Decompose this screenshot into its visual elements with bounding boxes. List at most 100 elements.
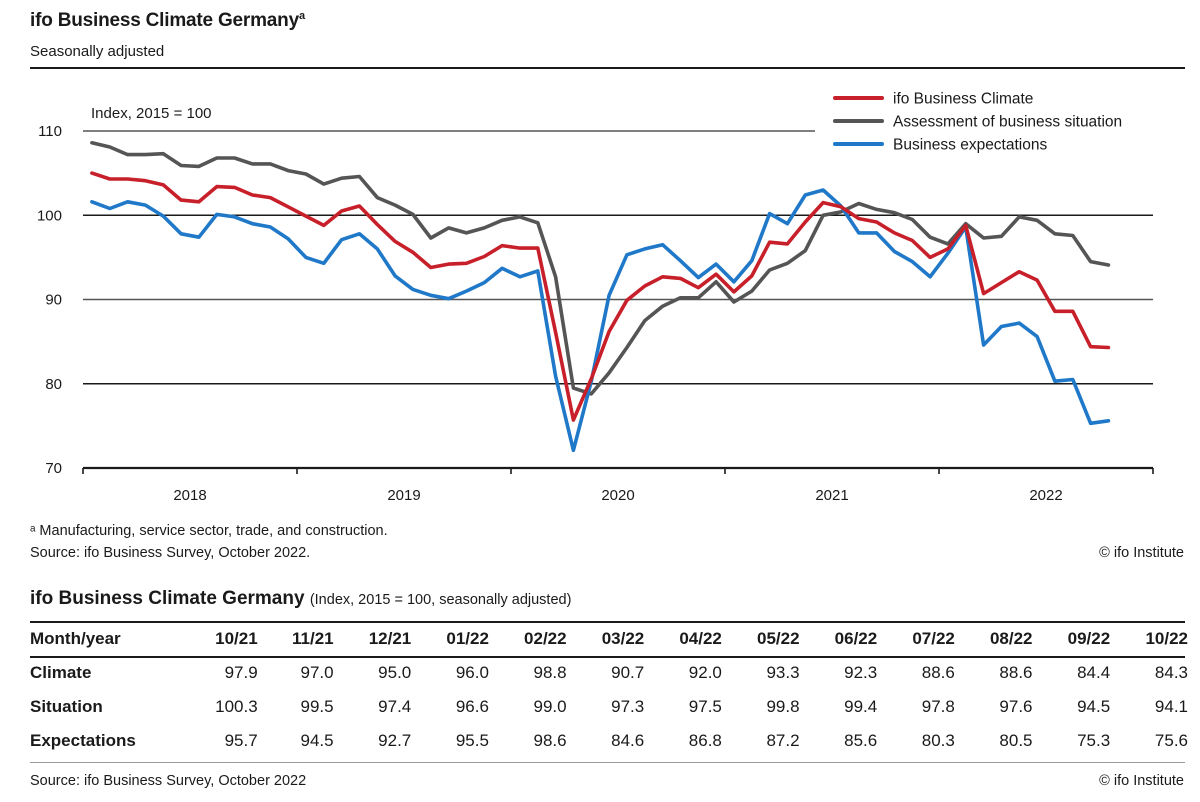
gridlines [83, 130, 1153, 385]
table-cell: 94.1 [1154, 697, 1188, 716]
table-cell: 99.4 [844, 697, 878, 716]
table-title: ifo Business Climate Germany (Index, 201… [30, 588, 571, 610]
row-label: Climate [30, 663, 92, 682]
chart-title-text: ifo Business Climate Germany [30, 10, 299, 31]
x-tick-label: 2020 [601, 487, 634, 504]
table-cell: 84.3 [1154, 663, 1188, 682]
table-cell: 97.5 [688, 697, 722, 716]
table-cell: 94.5 [1077, 697, 1111, 716]
table-header-month: 10/22 [1145, 629, 1188, 648]
table-cell: 75.3 [1077, 731, 1111, 750]
table-cell: 92.3 [844, 663, 878, 682]
table-cell: 96.6 [455, 697, 489, 716]
chart-copyright: © ifo Institute [1099, 545, 1184, 561]
table-header-month: 09/22 [1067, 629, 1111, 648]
table-header-row: Month/year 10/21 11/21 12/21 01/22 02/22 03/22… [30, 622, 1188, 656]
table-cell: 85.6 [844, 731, 878, 750]
table-cell: 90.7 [611, 663, 645, 682]
table-cell: 75.6 [1154, 731, 1188, 750]
table-cell: 96.0 [455, 663, 489, 682]
legend-label: ifo Business Climate [893, 91, 1033, 108]
title-divider [30, 67, 1185, 69]
legend-label: Assessment of business situation [893, 114, 1122, 131]
chart-subtitle: Seasonally adjusted [30, 43, 165, 60]
series-lines [90, 141, 1111, 453]
row-label: Situation [30, 697, 103, 716]
table-bottom-rule [30, 762, 1185, 763]
legend: ifo Business Climate Assessment of busine… [833, 91, 1122, 154]
table-header-rule [30, 656, 1185, 658]
table-title-note: (Index, 2015 = 100, seasonally adjusted) [309, 592, 572, 608]
table-cell: 100.3 [215, 697, 258, 716]
table-top-rule [30, 621, 1185, 623]
x-tick-label: 2021 [815, 487, 848, 504]
table-cell: 97.4 [378, 697, 412, 716]
table-title-text: ifo Business Climate Germany [30, 588, 305, 609]
table-header-month: 05/22 [757, 629, 800, 648]
y-axis-label: Index, 2015 = 100 [91, 105, 212, 122]
table-cell: 86.8 [688, 731, 722, 750]
table-cell: 95.5 [455, 731, 489, 750]
table-cell: 99.8 [766, 697, 800, 716]
chart-title: ifo Business Climate Germanya [30, 10, 305, 32]
table-cell: 80.3 [921, 731, 955, 750]
table-header-month: 11/21 [292, 629, 334, 648]
chart-source: Source: ifo Business Survey, October 202… [30, 545, 311, 561]
table-row-situation: Situation 100.3 99.5 97.4 96.6 99.0 97.3 97.5 99… [30, 690, 1188, 724]
y-tick-label: 90 [45, 292, 62, 309]
table-header-month: 07/22 [912, 629, 955, 648]
table-header-month: 12/21 [368, 629, 412, 648]
table-cell: 88.6 [921, 663, 955, 682]
x-tick-label: 2022 [1029, 487, 1062, 504]
table-cell: 92.0 [688, 663, 722, 682]
table-cell: 94.5 [300, 731, 334, 750]
series-line-ifo-business-climate [90, 171, 1111, 422]
table-cell: 99.0 [533, 697, 567, 716]
y-tick-label: 100 [37, 207, 62, 224]
legend-label: Business expectations [893, 137, 1047, 154]
table-cell: 95.0 [378, 663, 412, 682]
table-header-month: 02/22 [524, 629, 567, 648]
table-cell: 84.6 [611, 731, 645, 750]
x-axis: 2018 2019 2020 2021 2022 [82, 466, 1154, 504]
title-footnote-marker: a [298, 10, 305, 22]
table-cell: 88.6 [999, 663, 1033, 682]
row-label: Expectations [30, 731, 136, 750]
table-header-month: 03/22 [601, 629, 645, 648]
table-cell: 97.8 [921, 697, 955, 716]
table-row-expectations: Expectations 95.7 94.5 92.7 95.5 98.6 84.6 86.8… [30, 724, 1188, 758]
table-cell: 93.3 [766, 663, 800, 682]
table-header-month-year: Month/year [30, 629, 121, 648]
table-row-climate: Climate 97.9 97.0 95.0 96.0 98.8 90.7 92.0 93.3 9… [30, 656, 1188, 690]
table-cell: 97.9 [224, 663, 258, 682]
table-source: Source: ifo Business Survey, October 202… [30, 773, 307, 789]
y-axis-ticks: 70 80 90 100 110 [37, 123, 62, 477]
table-cell: 97.0 [300, 663, 334, 682]
table-cell: 98.6 [533, 731, 567, 750]
table-header-month: 08/22 [989, 629, 1033, 648]
x-tick-label: 2018 [173, 487, 206, 504]
table-header-month: 04/22 [679, 629, 722, 648]
table-cell: 97.3 [611, 697, 645, 716]
table-header-month: 10/21 [215, 629, 258, 648]
table-cell: 84.4 [1077, 663, 1111, 682]
x-tick-label: 2019 [387, 487, 420, 504]
table-cell: 99.5 [300, 697, 334, 716]
table-cell: 87.2 [766, 731, 800, 750]
series-line-assessment-of-business-situation [90, 141, 1111, 396]
table-cell: 98.8 [533, 663, 567, 682]
y-tick-label: 80 [45, 376, 62, 393]
table-cell: 80.5 [999, 731, 1033, 750]
table-copyright: © ifo Institute [1099, 773, 1184, 789]
table-cell: 92.7 [378, 731, 412, 750]
y-tick-label: 70 [45, 460, 62, 477]
y-tick-label: 110 [38, 123, 62, 140]
table-cell: 95.7 [224, 731, 258, 750]
table-header-month: 06/22 [834, 629, 878, 648]
table-cell: 97.6 [999, 697, 1033, 716]
footnote-a: ᵃ Manufacturing, service sector, trade, … [30, 523, 388, 539]
data-table: Month/year 10/21 11/21 12/21 01/22 02/22 03/22… [30, 622, 1188, 758]
table-header-month: 01/22 [446, 629, 489, 648]
series-line-business-expectations [90, 188, 1111, 453]
